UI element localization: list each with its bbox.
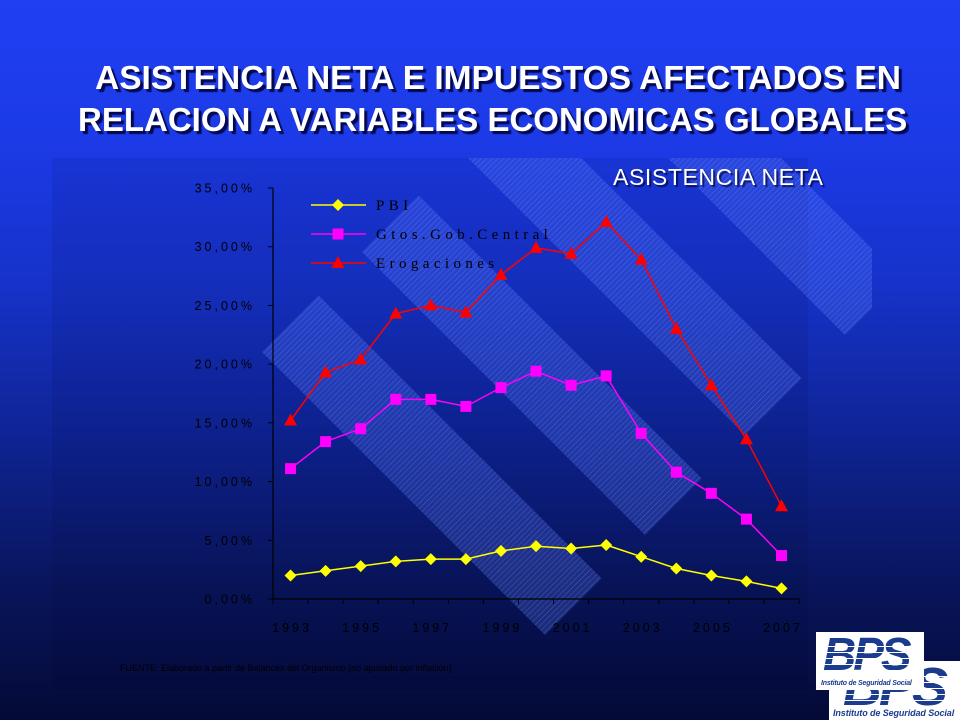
x-tick-label: 2005 xyxy=(693,621,733,635)
legend-label: Gtos.Gob.Central xyxy=(376,227,552,243)
data-point-marker xyxy=(565,379,577,391)
legend-item: PBI xyxy=(311,198,413,214)
data-point-marker xyxy=(705,487,717,499)
data-point-marker xyxy=(459,553,472,566)
data-point-marker xyxy=(739,432,753,445)
series-gtos-gob-central xyxy=(285,365,788,562)
data-point-marker xyxy=(284,413,298,426)
data-point-marker xyxy=(354,352,368,365)
data-point-marker xyxy=(740,513,752,525)
plot-series xyxy=(284,215,789,595)
y-tick-label: 0,00% xyxy=(205,593,255,607)
data-point-marker xyxy=(389,555,402,568)
decorative-stripes xyxy=(262,158,872,635)
bps-logo-caption: Instituto de Seguridad Social xyxy=(821,680,912,687)
legend-marker xyxy=(332,228,344,240)
data-point-marker xyxy=(494,267,508,280)
data-point-marker xyxy=(460,400,472,412)
decorative-stripe xyxy=(262,295,602,635)
data-point-marker xyxy=(599,215,613,228)
data-point-marker xyxy=(634,252,648,265)
logo-speed-lines xyxy=(816,641,924,671)
data-point-marker xyxy=(775,499,789,512)
legend-label: PBI xyxy=(376,198,413,214)
data-point-marker xyxy=(284,569,297,582)
y-tick-label: 5,00% xyxy=(205,534,255,548)
data-point-marker xyxy=(635,427,647,439)
data-point-marker xyxy=(565,542,578,555)
y-tick-label: 35,00% xyxy=(195,182,255,196)
legend-label: Erogaciones xyxy=(376,256,499,272)
legend-marker xyxy=(332,199,344,211)
bps-logo-caption: Instituto de Seguridad Social xyxy=(833,708,955,718)
data-point-marker xyxy=(355,423,367,435)
x-tick-label: 1999 xyxy=(483,621,523,635)
data-point-marker xyxy=(776,550,788,562)
source-note: FUENTE: Elaborado a partir de Balances d… xyxy=(120,663,452,673)
y-tick-label: 10,00% xyxy=(195,475,255,489)
slide-title-line-1: ASISTENCIA NETA E IMPUESTOS AFECTADOS EN xyxy=(95,60,901,97)
data-point-marker xyxy=(670,466,682,478)
data-point-marker xyxy=(600,538,613,551)
chart-axes: 0,00% 5,00% 10,00% 15,00% 20,00% 25,00% 30,00%… xyxy=(195,182,803,636)
data-point-marker xyxy=(530,540,543,553)
data-point-marker xyxy=(530,365,542,377)
data-point-marker xyxy=(424,553,437,566)
decorative-stripe xyxy=(668,158,872,335)
data-point-marker xyxy=(529,240,543,253)
data-point-marker xyxy=(285,463,297,475)
chart-legend: PBI Gtos.Gob.Central Erogaciones xyxy=(311,198,552,272)
x-tick-label: 2003 xyxy=(623,621,663,635)
data-point-marker xyxy=(704,378,718,391)
x-tick-label: 1997 xyxy=(412,621,452,635)
data-point-marker xyxy=(775,582,788,595)
data-point-marker xyxy=(705,569,718,582)
data-point-marker xyxy=(635,550,648,563)
y-tick-label: 20,00% xyxy=(195,358,255,372)
data-point-marker xyxy=(389,306,403,319)
bps-logo-front: BPS Instituto de Seguridad Social xyxy=(816,632,924,690)
data-point-marker xyxy=(564,246,578,259)
data-point-marker xyxy=(670,562,683,575)
legend-marker xyxy=(331,256,345,268)
data-point-marker xyxy=(390,393,402,405)
decorative-stripe xyxy=(362,195,702,535)
decorative-stripe xyxy=(468,158,802,435)
x-tick-label: 2007 xyxy=(763,621,803,635)
legend-item: Gtos.Gob.Central xyxy=(311,227,552,243)
data-point-marker xyxy=(319,365,333,378)
data-point-marker xyxy=(319,564,332,577)
data-point-marker xyxy=(354,560,367,573)
legend-item: Erogaciones xyxy=(311,256,499,272)
chart-title: ASISTENCIA NETA xyxy=(613,164,824,190)
x-tick-label: 1995 xyxy=(342,621,382,635)
data-point-marker xyxy=(494,544,507,557)
x-tick-label: 2001 xyxy=(553,621,593,635)
data-point-marker xyxy=(669,321,683,334)
data-point-marker xyxy=(424,298,438,311)
data-point-marker xyxy=(320,436,332,448)
y-tick-label: 15,00% xyxy=(195,416,255,430)
y-tick-label: 30,00% xyxy=(195,240,255,254)
x-tick-label: 1993 xyxy=(272,621,312,635)
data-point-marker xyxy=(740,575,753,588)
y-tick-label: 25,00% xyxy=(195,299,255,313)
data-point-marker xyxy=(600,370,612,382)
data-point-marker xyxy=(459,305,473,318)
data-point-marker xyxy=(495,382,507,394)
series-erogaciones xyxy=(284,215,789,512)
series-pbi xyxy=(284,538,788,595)
slide-title-line-2: RELACION A VARIABLES ECONOMICAS GLOBALES xyxy=(78,101,908,138)
data-point-marker xyxy=(425,393,437,405)
